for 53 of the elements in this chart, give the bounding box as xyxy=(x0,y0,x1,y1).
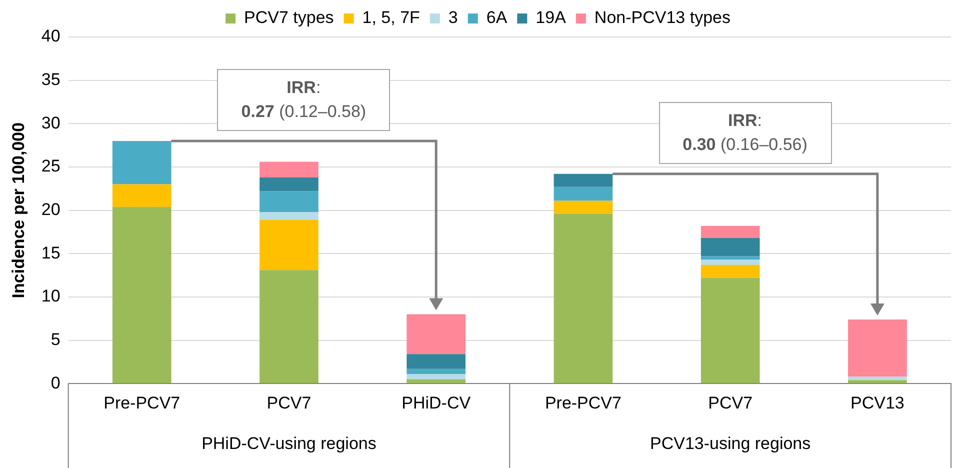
legend-label: 6A xyxy=(486,8,508,28)
x-tick-label: PCV13 xyxy=(850,393,904,412)
bar xyxy=(406,379,466,384)
y-tick-label: 25 xyxy=(41,156,60,176)
legend-label: Non-PCV13 types xyxy=(594,8,730,28)
y-tick-label: 5 xyxy=(50,330,60,349)
bar xyxy=(112,140,172,184)
text: IRR: 0.27 (0.12–0.58) xyxy=(241,78,366,121)
bar xyxy=(554,186,613,201)
bar xyxy=(260,191,318,212)
bar xyxy=(700,264,760,278)
bar xyxy=(700,256,760,260)
x-tick-label: PCV7 xyxy=(266,393,312,412)
y-tick-label: 20 xyxy=(41,200,60,219)
legend-label: 19A xyxy=(536,8,567,28)
legend-label: 1, 5, 7F xyxy=(362,8,420,28)
legend-label: PCV7 types xyxy=(244,8,334,28)
bar xyxy=(260,212,318,220)
bar xyxy=(112,206,172,384)
bar xyxy=(848,380,907,384)
bar xyxy=(260,177,318,192)
text: PHiD-CV-using regions xyxy=(202,434,376,454)
bar xyxy=(406,374,466,380)
y-tick-label: 0 xyxy=(50,373,60,392)
y-tick-label: 15 xyxy=(41,243,60,262)
bar xyxy=(554,214,613,384)
bar xyxy=(554,174,613,187)
y-axis-title: Incidence per 100,000 xyxy=(8,122,28,298)
y-tick-label: 30 xyxy=(41,113,60,132)
bar xyxy=(554,200,613,214)
bar xyxy=(700,226,760,238)
text: IRR: 0.30 (0.16–0.56) xyxy=(682,110,808,154)
bar xyxy=(406,368,466,374)
x-tick-label: Pre-PCV7 xyxy=(104,393,180,412)
text: PCV13-using regions xyxy=(650,434,811,454)
bar xyxy=(260,162,318,178)
legend-label: 3 xyxy=(448,8,458,28)
bar xyxy=(406,354,466,369)
x-tick-label: PHiD-CV xyxy=(402,393,472,412)
bar xyxy=(848,376,907,380)
y-tick-label: 35 xyxy=(41,70,60,90)
bar xyxy=(260,220,318,270)
y-tick-label: 10 xyxy=(41,286,60,306)
bar xyxy=(406,314,466,354)
y-tick-label: 40 xyxy=(41,26,60,46)
bar xyxy=(112,184,172,207)
bar xyxy=(700,260,760,265)
bar xyxy=(848,319,907,377)
bar xyxy=(700,238,760,256)
bar xyxy=(700,278,760,384)
bar xyxy=(260,270,318,384)
x-tick-label: Pre-PCV7 xyxy=(544,393,622,412)
x-tick-label: PCV7 xyxy=(708,393,753,412)
